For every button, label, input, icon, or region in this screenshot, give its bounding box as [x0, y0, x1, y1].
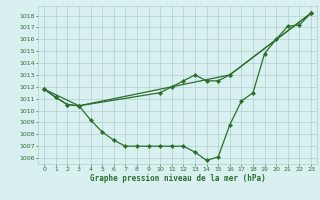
X-axis label: Graphe pression niveau de la mer (hPa): Graphe pression niveau de la mer (hPa): [90, 174, 266, 183]
